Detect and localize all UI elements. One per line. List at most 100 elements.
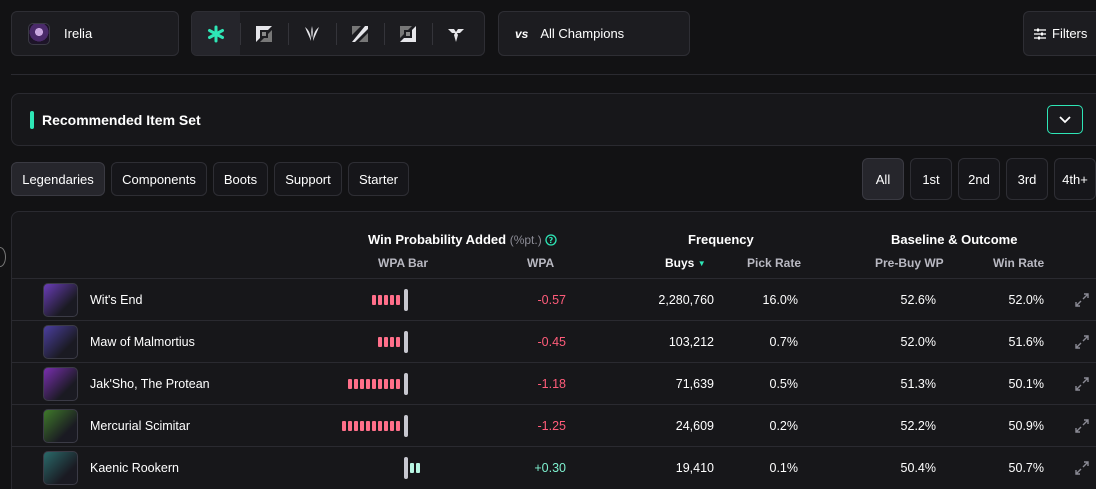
item-name: Wit's End <box>90 293 143 307</box>
vs-label: vs <box>515 26 529 41</box>
table-row[interactable]: Wit's End -0.57 2,280,760 16.0% 52.6% 52.0% <box>12 278 1096 320</box>
role-bottom-button[interactable] <box>384 12 432 55</box>
bottom-lane-icon <box>400 25 416 42</box>
table-row[interactable]: Maw of Malmortius -0.45 103,212 0.7% 52.0% 51… <box>12 320 1096 362</box>
pick-rate-value: 0.1% <box>769 461 799 475</box>
order-tab-all[interactable]: All <box>862 158 904 200</box>
order-tab-1st[interactable]: 1st <box>910 158 952 200</box>
tab-boots[interactable]: Boots <box>213 162 268 196</box>
tab-label: Support <box>285 171 331 187</box>
wpa-bar-segment <box>378 421 382 431</box>
expand-icon[interactable] <box>1074 460 1090 476</box>
matchup-value: All Champions <box>540 26 625 41</box>
wpa-zero-line <box>404 331 408 353</box>
table-row[interactable]: Mercurial Scimitar -1.25 24,609 0.2% 52.2% 50… <box>12 404 1096 446</box>
wpa-bar <box>12 371 408 397</box>
buys-header-label: Buys <box>665 256 695 270</box>
buys-value: 71,639 <box>675 377 714 391</box>
wpa-value: -0.45 <box>537 335 567 349</box>
wpa-bar-segment <box>396 421 400 431</box>
role-selector <box>191 11 485 56</box>
wpa-group-header: Win Probability Added (%pt.) ? <box>368 232 557 247</box>
prebuy-wp-value: 52.0% <box>900 335 936 349</box>
recommended-title: Recommended Item Set <box>42 111 201 128</box>
tab-legendaries[interactable]: Legendaries <box>11 162 105 196</box>
tab-support[interactable]: Support <box>274 162 342 196</box>
wpa-bar-segment <box>360 421 364 431</box>
wpa-bar-segment <box>384 421 388 431</box>
order-tab-label: 3rd <box>1017 171 1037 187</box>
buys-column-header[interactable]: Buys ▼ <box>665 256 706 270</box>
buys-value: 24,609 <box>675 419 714 433</box>
role-top-button[interactable] <box>240 12 288 55</box>
sliders-icon <box>1034 28 1046 39</box>
top-lane-icon <box>256 25 272 42</box>
wpa-zero-line <box>404 457 408 479</box>
expand-icon[interactable] <box>1074 376 1090 392</box>
chevron-down-icon <box>1059 115 1071 123</box>
expand-icon[interactable] <box>1074 292 1090 308</box>
item-name: Maw of Malmortius <box>90 335 195 349</box>
filters-button[interactable]: Filters <box>1023 11 1096 56</box>
wpa-column-header[interactable]: WPA <box>527 256 555 270</box>
wpa-zero-line <box>404 373 408 395</box>
win-rate-value: 51.6% <box>1008 335 1044 349</box>
wpa-bar-segment <box>396 295 400 305</box>
wpa-bar-segment <box>372 421 376 431</box>
items-table: Win Probability Added (%pt.) ? Frequency… <box>11 211 1096 489</box>
help-icon[interactable]: ? <box>545 234 557 246</box>
matchup-selector[interactable]: vs All Champions <box>498 11 690 56</box>
role-support-button[interactable] <box>432 12 480 55</box>
pick-rate-column-header[interactable]: Pick Rate <box>747 256 802 270</box>
tab-label: Starter <box>358 171 398 187</box>
order-tab-label: All <box>875 171 891 187</box>
wpa-bar-segment <box>396 337 400 347</box>
prebuy-wp-value: 51.3% <box>900 377 936 391</box>
wpa-group-title: Win Probability Added <box>368 232 507 247</box>
accent-bar <box>30 110 34 129</box>
wpa-bar-segment <box>416 463 420 473</box>
expand-recommended-button[interactable] <box>1047 105 1083 134</box>
buys-value: 103,212 <box>668 335 714 349</box>
item-icon <box>43 451 78 485</box>
wpa-bar-segment <box>342 421 346 431</box>
wpa-value: -1.18 <box>537 377 567 391</box>
expand-icon[interactable] <box>1074 418 1090 434</box>
tab-starter[interactable]: Starter <box>348 162 409 196</box>
champion-selector[interactable]: Irelia <box>11 11 179 56</box>
wpa-bar-segment <box>360 379 364 389</box>
tab-label: Boots <box>223 171 258 187</box>
table-row[interactable]: Jak'Sho, The Protean -1.18 71,639 0.5% 51.3%… <box>12 362 1096 404</box>
wpa-bar-segment <box>372 295 376 305</box>
prebuy-wp-column-header[interactable]: Pre-Buy WP <box>875 256 944 270</box>
pick-rate-value: 0.2% <box>769 419 799 433</box>
role-jungle-button[interactable] <box>288 12 336 55</box>
buys-value: 2,280,760 <box>658 293 714 307</box>
win-rate-value: 50.7% <box>1008 461 1044 475</box>
role-mid-button[interactable] <box>336 12 384 55</box>
win-rate-column-header[interactable]: Win Rate <box>993 256 1045 270</box>
jungle-icon <box>305 25 319 41</box>
tab-components[interactable]: Components <box>111 162 207 196</box>
wpa-bar-segment <box>390 295 394 305</box>
middle-lane-icon <box>352 25 368 42</box>
order-tab-label: 1st <box>922 171 940 187</box>
wpa-zero-line <box>404 289 408 311</box>
wpa-bar-segment <box>348 379 352 389</box>
divider <box>11 74 1096 75</box>
wpa-value: -0.57 <box>537 293 567 307</box>
order-tab-4th-plus[interactable]: 4th+ <box>1054 158 1096 200</box>
table-row[interactable]: Kaenic Rookern +0.30 19,410 0.1% 50.4% 50.7% <box>12 446 1096 488</box>
wpa-bar-segment <box>366 421 370 431</box>
baseline-header: Baseline & Outcome <box>891 232 1018 247</box>
order-tab-3rd[interactable]: 3rd <box>1006 158 1048 200</box>
role-all-button[interactable] <box>192 12 240 55</box>
pick-rate-value: 0.5% <box>769 377 799 391</box>
wpa-bar-segment <box>390 421 394 431</box>
order-tab-2nd[interactable]: 2nd <box>958 158 1000 200</box>
scroll-left-control[interactable] <box>0 247 6 267</box>
wpa-bar-segment <box>348 421 352 431</box>
win-rate-value: 52.0% <box>1008 293 1044 307</box>
expand-icon[interactable] <box>1074 334 1090 350</box>
pick-rate-value: 0.7% <box>769 335 799 349</box>
